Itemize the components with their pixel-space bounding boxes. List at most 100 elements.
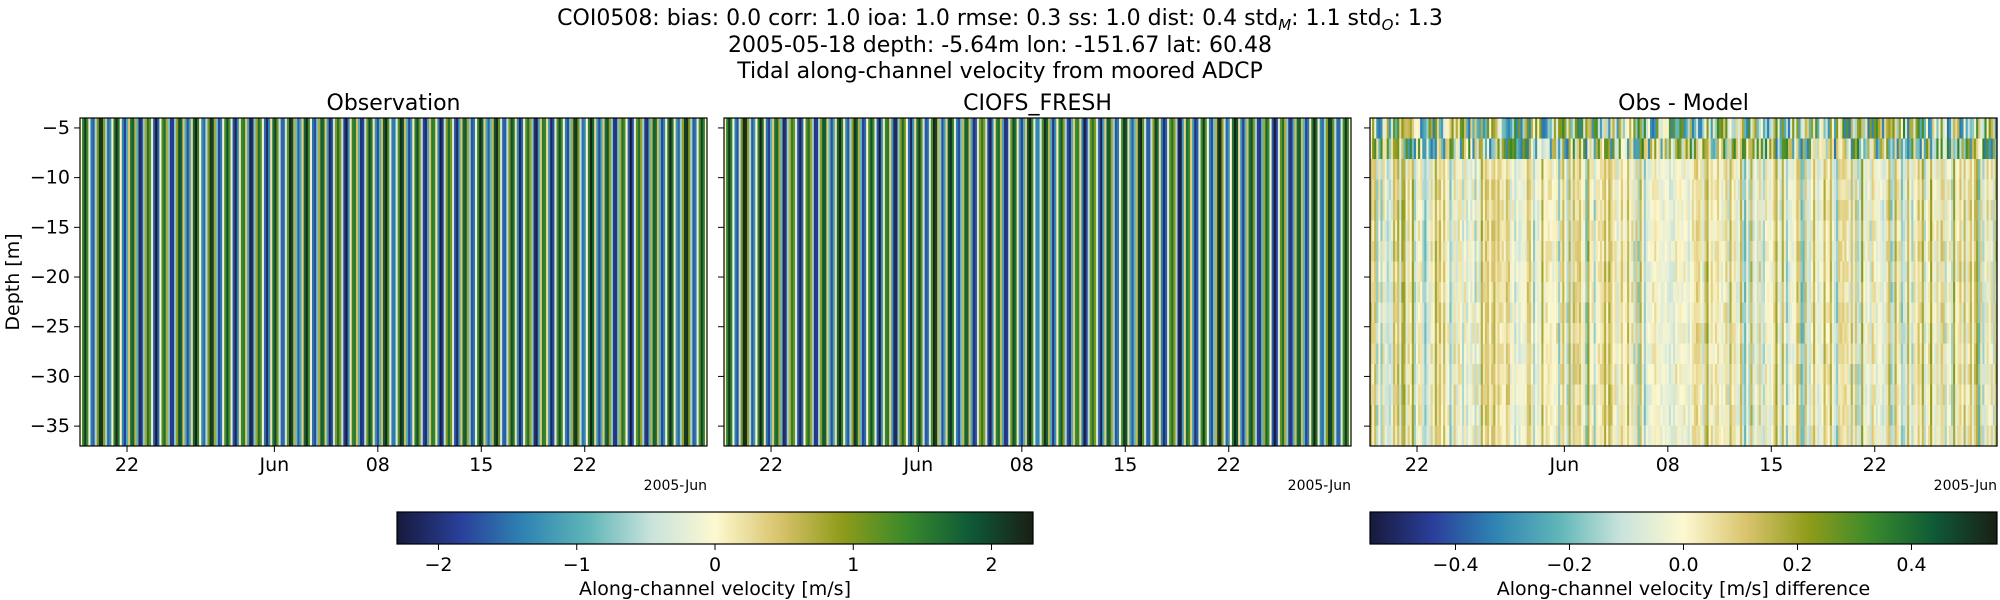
- heatmap-cell: [1673, 323, 1676, 345]
- heatmap-cell: [1683, 159, 1687, 181]
- heatmap-cell: [1790, 384, 1793, 406]
- heatmap-cell: [1919, 200, 1923, 222]
- heatmap-cell: [1537, 364, 1540, 386]
- heatmap-column: [217, 118, 221, 446]
- heatmap-cell: [1771, 425, 1774, 447]
- heatmap-cell: [1413, 118, 1417, 140]
- heatmap-cell: [1930, 200, 1933, 222]
- heatmap-cell: [1823, 364, 1827, 386]
- heatmap-column: [435, 118, 438, 446]
- heatmap-cell: [1409, 384, 1413, 406]
- heatmap-cell: [1633, 261, 1637, 283]
- heatmap-column: [843, 118, 846, 446]
- heatmap-column: [1246, 118, 1250, 446]
- heatmap-cell: [1923, 282, 1927, 304]
- heatmap-cell: [1907, 138, 1910, 160]
- heatmap-cell: [1376, 384, 1379, 406]
- heatmap-cell: [1737, 384, 1741, 406]
- heatmap-column: [1263, 118, 1266, 446]
- heatmap-cell: [1652, 118, 1655, 140]
- heatmap-cell: [1739, 364, 1743, 386]
- heatmap-cell: [1744, 200, 1747, 222]
- heatmap-column: [502, 118, 505, 446]
- heatmap-cell: [1813, 220, 1816, 242]
- heatmap-cell: [1474, 384, 1478, 406]
- heatmap-cell: [1869, 179, 1873, 201]
- heatmap-cell: [1888, 343, 1892, 365]
- heatmap-cell: [1520, 405, 1524, 427]
- heatmap-column: [334, 118, 338, 446]
- heatmap-cell: [1422, 220, 1425, 242]
- heatmap-cell: [1702, 425, 1705, 447]
- heatmap-cell: [1503, 302, 1507, 324]
- heatmap-cell: [1549, 282, 1553, 304]
- heatmap-cell: [1719, 261, 1722, 283]
- heatmap-cell: [1670, 302, 1674, 324]
- heatmap-cell: [1627, 179, 1630, 201]
- heatmap-column: [1344, 118, 1348, 446]
- heatmap-cell: [1608, 200, 1611, 222]
- heatmap-cell: [1823, 323, 1827, 345]
- heatmap-cell: [1756, 179, 1760, 201]
- heatmap-cell: [1681, 241, 1685, 263]
- heatmap-cell: [1566, 425, 1570, 447]
- heatmap-column: [475, 118, 478, 446]
- heatmap-cell: [1566, 220, 1570, 242]
- heatmap-cell: [1658, 220, 1662, 242]
- heatmap-column: [920, 118, 924, 446]
- heatmap-column: [813, 118, 817, 446]
- heatmap-cell: [1802, 384, 1806, 406]
- heatmap-cell: [1790, 405, 1793, 427]
- heatmap-cell: [1545, 384, 1549, 406]
- heatmap-column: [280, 118, 284, 446]
- heatmap-cell: [1507, 138, 1511, 160]
- heatmap-cell: [1639, 179, 1643, 201]
- heatmap-cell: [1873, 384, 1877, 406]
- heatmap-cell: [1863, 179, 1866, 201]
- heatmap-cell: [1773, 405, 1777, 427]
- heatmap-cell: [1909, 220, 1912, 242]
- heatmap-cell: [1518, 364, 1522, 386]
- heatmap-cell: [1687, 282, 1691, 304]
- heatmap-column: [194, 118, 198, 446]
- heatmap-cell: [1422, 159, 1425, 181]
- heatmap-cell: [1430, 241, 1434, 263]
- heatmap-cell: [1700, 425, 1703, 447]
- heatmap-cell: [1813, 323, 1816, 345]
- heatmap-cell: [1574, 138, 1578, 160]
- heatmap-column: [96, 118, 100, 446]
- heatmap-cell: [1854, 302, 1858, 324]
- heatmap-column: [872, 118, 876, 446]
- heatmap-cell: [1401, 118, 1405, 140]
- figure-title-line-1: COI0508: bias: 0.0 corr: 1.0 ioa: 1.0 rm…: [557, 6, 1443, 34]
- heatmap-cell: [1806, 241, 1810, 263]
- heatmap-cell: [1919, 118, 1923, 140]
- heatmap-cell: [1390, 425, 1394, 447]
- heatmap-cell: [1541, 138, 1545, 160]
- heatmap-cell: [1599, 323, 1603, 345]
- heatmap-cell: [1585, 405, 1588, 427]
- heatmap-cell: [1819, 364, 1823, 386]
- heatmap-cell: [1533, 179, 1536, 201]
- heatmap-cell: [1681, 302, 1685, 324]
- heatmap-column: [226, 118, 229, 446]
- heatmap-cell: [1589, 384, 1593, 406]
- heatmap-column: [520, 118, 524, 446]
- heatmap-cell: [1643, 261, 1647, 283]
- heatmap-cell: [1560, 200, 1563, 222]
- heatmap-cell: [1572, 425, 1576, 447]
- heatmap-cell: [1464, 302, 1467, 324]
- heatmap-cell: [1566, 200, 1570, 222]
- heatmap-cell: [1911, 364, 1914, 386]
- heatmap-cell: [1913, 138, 1917, 160]
- heatmap-column: [1127, 118, 1131, 446]
- heatmap-cell: [1568, 261, 1572, 283]
- heatmap-column: [445, 118, 449, 446]
- heatmap-cell: [1415, 138, 1419, 160]
- heatmap-cell: [1424, 138, 1428, 160]
- heatmap-cell: [1606, 179, 1609, 201]
- heatmap-cell: [1783, 384, 1787, 406]
- heatmap-cell: [1407, 282, 1411, 304]
- heatmap-cell: [1696, 159, 1699, 181]
- heatmap-column: [847, 118, 850, 446]
